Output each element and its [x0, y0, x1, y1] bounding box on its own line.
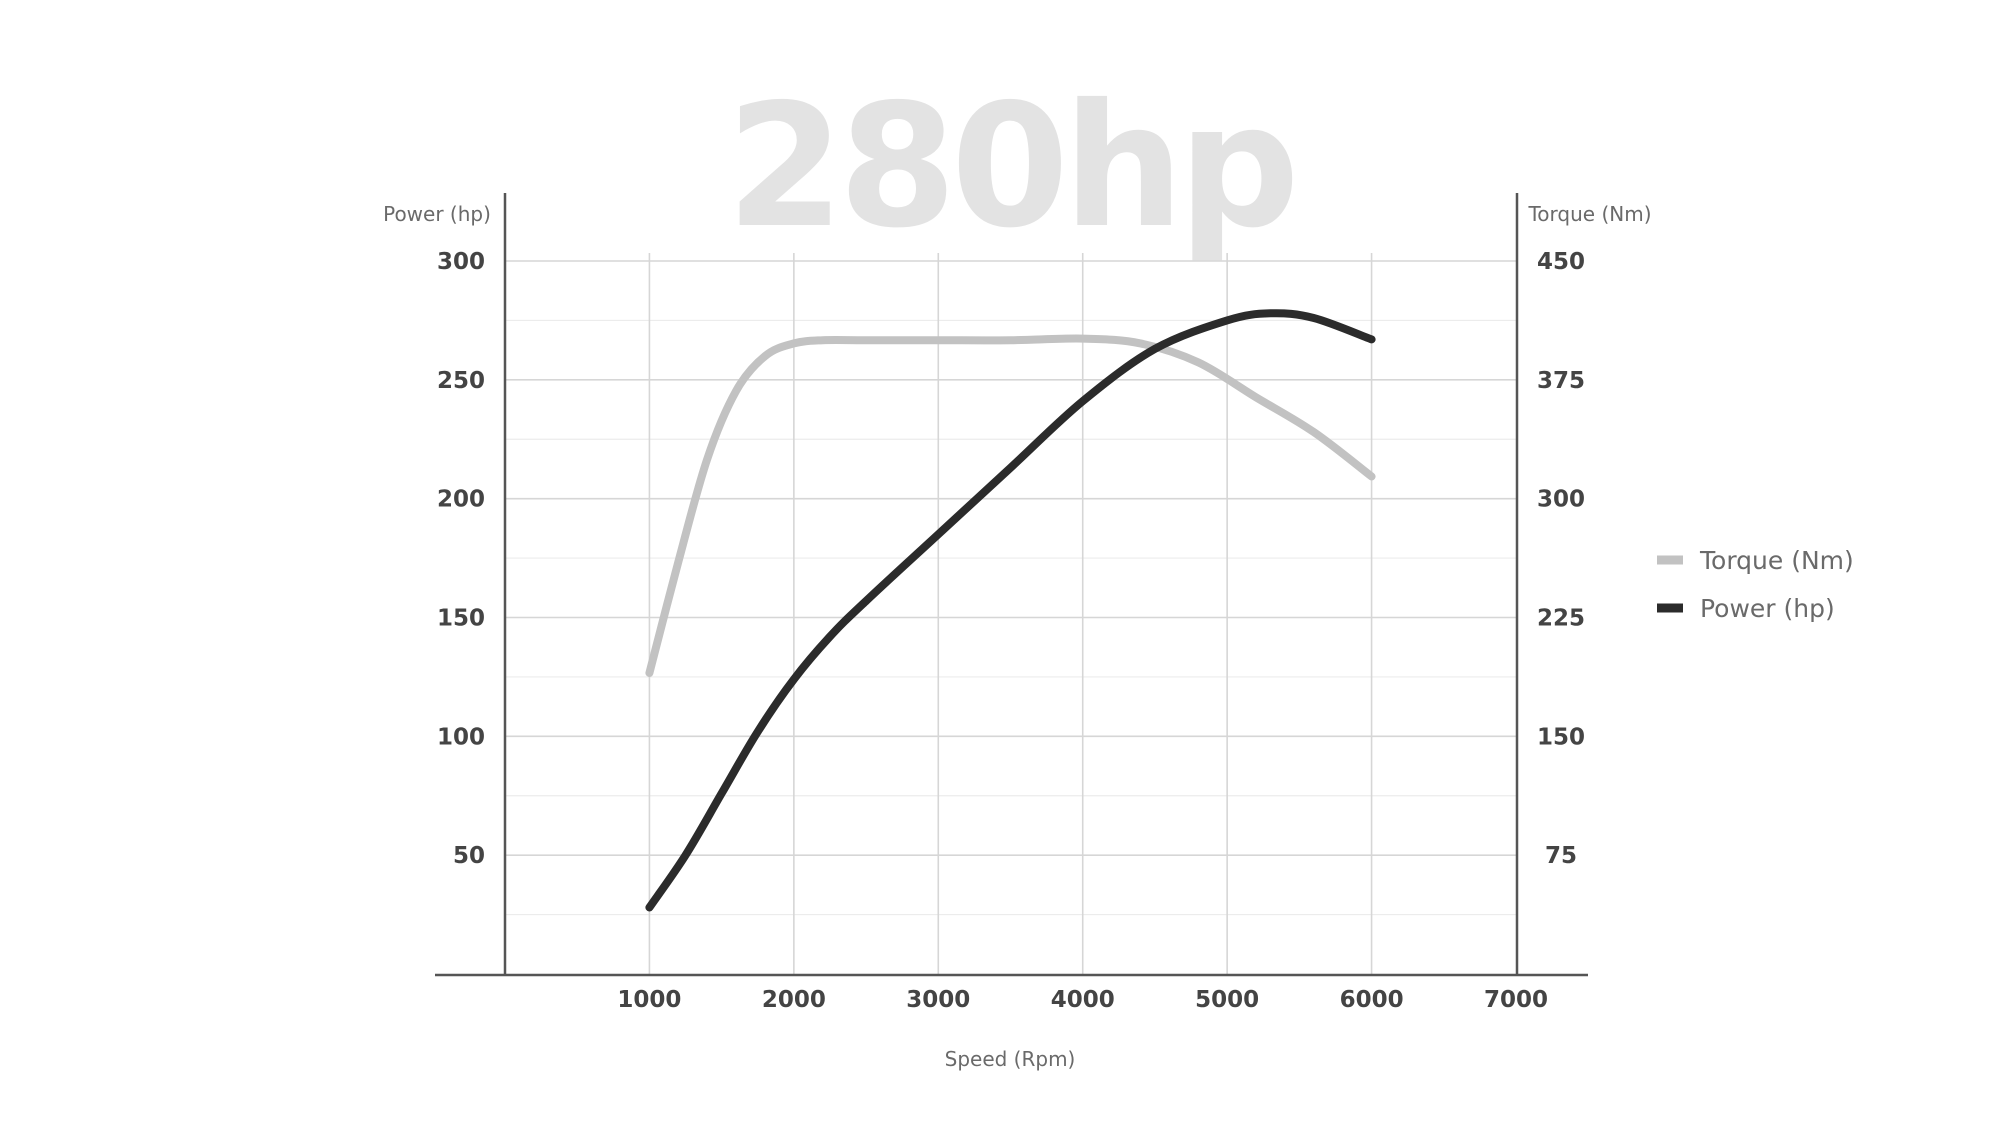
left-axis-title: Power (hp) [383, 202, 491, 226]
x-tick-label: 1000 [617, 987, 681, 1013]
right-tick-label: 300 [1537, 487, 1585, 513]
legend-label: Power (hp) [1700, 594, 1835, 623]
x-tick-label: 4000 [1051, 987, 1115, 1013]
right-tick-label: 450 [1537, 249, 1585, 275]
x-axis-title: Speed (Rpm) [945, 1047, 1076, 1071]
series-line-power-hp [645, 309, 1376, 912]
x-tick-labels: 1000 2000 3000 4000 5000 6000 7000 [617, 987, 1548, 1013]
left-tick-label: 250 [437, 368, 485, 394]
right-tick-labels: 75 150 225 300 375 450 [1537, 249, 1585, 869]
right-tick-label: 375 [1537, 368, 1585, 394]
left-tick-label: 200 [437, 487, 485, 513]
legend-label: Torque (Nm) [1699, 546, 1854, 575]
series-line-torque-nm [645, 334, 1376, 677]
legend: Torque (Nm) Power (hp) [1657, 546, 1854, 623]
x-tick-label: 5000 [1195, 987, 1259, 1013]
left-tick-label: 300 [437, 249, 485, 275]
x-tick-label: 6000 [1340, 987, 1404, 1013]
left-tick-label: 100 [437, 724, 485, 750]
x-tick-label: 2000 [762, 987, 826, 1013]
series-layer [645, 309, 1376, 912]
left-tick-labels: 50 100 150 200 250 300 [437, 249, 485, 869]
left-tick-label: 150 [437, 606, 485, 632]
axes [435, 193, 1588, 977]
x-tick-label: 3000 [906, 987, 970, 1013]
x-tick-label: 7000 [1484, 987, 1548, 1013]
left-tick-label: 50 [453, 843, 485, 869]
right-tick-label: 75 [1545, 843, 1577, 869]
grid-lines [505, 253, 1516, 974]
right-tick-label: 150 [1537, 724, 1585, 750]
right-axis-title: Torque (Nm) [1527, 202, 1651, 226]
chart-title: 280hp [726, 68, 1294, 266]
right-tick-label: 225 [1537, 606, 1585, 632]
